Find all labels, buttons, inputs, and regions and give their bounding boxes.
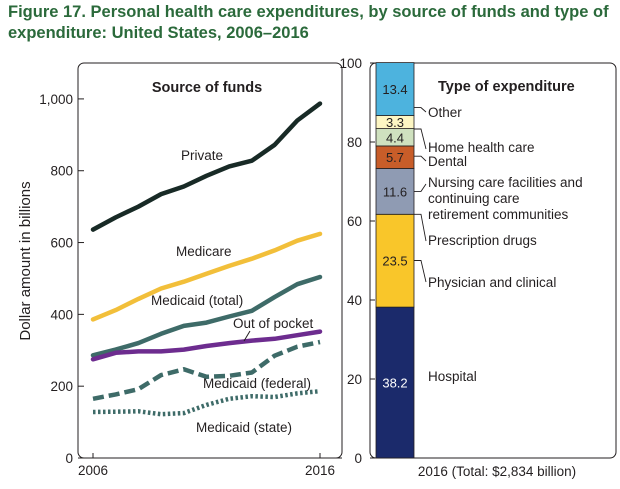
series-line-0 [90,101,323,232]
right-y-tick-label: 60 [347,214,362,229]
x-tick-label: 2016 [305,463,335,478]
y-tick-label: 800 [50,164,73,179]
category-label-3-1: continuing care [428,191,520,206]
right-panel-frame [369,62,617,459]
bar-category-label: 2016 (Total: $2,834 billion) [418,464,576,479]
bar-segment-value-5: 4.4 [386,130,404,145]
series-label-private: Private [181,148,223,163]
right-y-tick-label: 20 [347,372,362,387]
right-panel-title: Type of expenditure [438,79,575,95]
series-line-4 [92,339,321,402]
right-axes: 0 20 40 60 80 100 [339,56,375,466]
category-label-3-0: Nursing care facilities and [428,175,583,190]
stacked-bar: 38.2 23.5 11.6 5.7 4.43.3 13.4 [375,62,415,459]
series-label-medicaid-total: Medicaid (total) [151,293,243,308]
left-series-labels: Private Medicare Medicaid (total) Out of… [151,148,314,435]
category-leader-0 [414,107,427,113]
y-tick-label: 600 [50,236,73,251]
right-y-tick-label: 0 [354,451,362,466]
category-label-0-0: Other [428,105,462,120]
series-line-5 [92,388,321,417]
bar-segment-value-4: 5.7 [386,150,404,165]
right-y-tick-label: 40 [347,293,362,308]
bar-segment-3 [375,168,415,215]
y-axis-label: Dollar amount in billions [17,181,34,340]
category-label-4-0: Prescription drugs [428,233,537,248]
series-line-3 [90,329,323,362]
left-axes: 0 200 400 600 800 1,000 2006 2016 [39,92,342,478]
left-series-lines [90,101,323,417]
series-label-medicaid-state: Medicaid (state) [196,420,292,435]
bar-segment-0 [375,306,415,459]
bar-segment-7 [375,62,415,116]
category-label-1-0: Home health care [428,140,535,155]
bar-segment-value-0: 38.2 [382,376,407,391]
bar-segment-value-6: 3.3 [386,115,404,130]
x-tick-label: 2006 [78,463,108,478]
y-tick-label: 1,000 [39,92,73,107]
y-tick-label: 0 [65,451,73,466]
category-leader-3 [414,183,427,192]
category-label-6-0: Hospital [428,369,477,384]
category-label-5-0: Physician and clinical [428,275,556,290]
out-of-pocket-leader [243,330,251,342]
right-y-tick-label: 100 [339,56,362,71]
left-panel-frame [77,62,343,459]
category-leader-1 [414,128,427,150]
left-panel-title: Source of funds [152,80,262,96]
bar-segment-value-7: 13.4 [382,82,407,97]
category-leader-4 [414,213,427,242]
y-tick-label: 200 [50,379,73,394]
category-leader-2 [414,155,427,162]
series-label-medicaid-federal: Medicaid (federal) [203,376,311,391]
category-leader-5 [414,260,427,283]
bar-segment-value-1: 23.5 [382,254,407,269]
category-label-3-2: retirement communities [428,207,569,222]
bar-segment-value-3: 11.6 [383,184,407,199]
series-line-2 [90,274,323,358]
category-label-2-0: Dental [428,154,467,169]
figure-title: Figure 17. Personal health care expendit… [8,3,609,42]
series-line-1 [90,231,323,322]
series-label-out-of-pocket: Out of pocket [233,316,314,331]
series-label-medicare: Medicare [176,244,232,259]
y-tick-label: 400 [50,307,73,322]
right-y-tick-label: 80 [347,135,362,150]
